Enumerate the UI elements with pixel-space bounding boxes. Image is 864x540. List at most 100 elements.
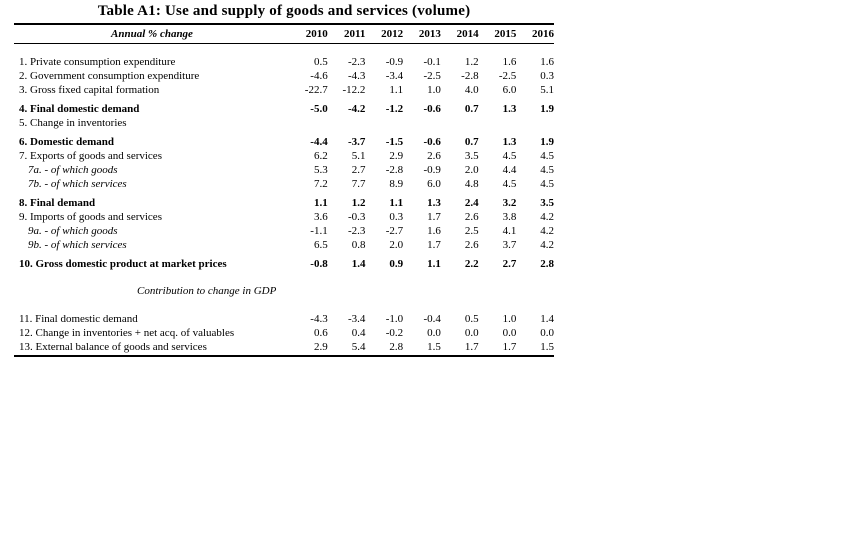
cell-value: 4.1 — [502, 225, 517, 237]
cell-value: 0.0 — [502, 327, 517, 339]
cell-value: -2.3 — [348, 225, 366, 237]
cell-value: 4.2 — [540, 211, 555, 223]
section-heading: Contribution to change in GDP — [137, 285, 277, 297]
table-row: 7a. - of which goods 5.3 2.7 -2.8 -0.9 2.0 4.4… — [14, 163, 554, 177]
table-row: 7b. - of which services 7.2 7.7 8.9 6.0 4.8 4.… — [14, 177, 554, 191]
cell-value: 1.1 — [427, 258, 441, 270]
row-label: 10. Gross domestic product at market pri… — [19, 258, 227, 270]
cell-value: 6.0 — [502, 84, 517, 96]
cell-value: 0.7 — [464, 136, 479, 148]
table-row: 13. External balance of goods and servic… — [14, 340, 554, 354]
cell-value: -22.7 — [304, 84, 328, 96]
row-label: 9. Imports of goods and services — [19, 211, 162, 223]
table-header-row: Annual % change 2010 2011 2012 2013 2014… — [14, 23, 554, 44]
row-label: 3. Gross fixed capital formation — [19, 84, 160, 96]
cell-value: 1.5 — [427, 341, 441, 353]
table-row: 6. Domestic demand -4.4 -3.7 -1.5 -0.6 0.7 1.3… — [14, 135, 554, 149]
cell-value: 1.2 — [351, 197, 366, 209]
table-row: 9a. - of which goods -1.1 -2.3 -2.7 1.6 2.5 4.… — [14, 224, 554, 238]
table-row: 8. Final demand 1.1 1.2 1.1 1.3 2.4 3.2 3.5 — [14, 196, 554, 210]
cell-value: 2.6 — [464, 211, 479, 223]
cell-value: -1.0 — [385, 313, 404, 325]
cell-value: 3.5 — [464, 150, 479, 162]
cell-value: 1.2 — [464, 56, 479, 68]
cell-value: 1.5 — [540, 341, 555, 353]
cell-value: -4.6 — [310, 70, 328, 82]
table-row: 9. Imports of goods and services 3.6 -0.3 0… — [14, 210, 554, 224]
cell-value: 4.2 — [540, 239, 555, 251]
year-column-header: 2011 — [344, 28, 366, 40]
cell-value: 6.2 — [313, 150, 328, 162]
table-row: 10. Gross domestic product at market pri… — [14, 257, 554, 271]
cell-value: 4.5 — [540, 178, 555, 190]
cell-value: 1.6 — [502, 56, 517, 68]
year-column-header: 2010 — [305, 28, 328, 40]
cell-value: -5.0 — [310, 103, 328, 115]
cell-value: 2.8 — [540, 258, 555, 270]
cell-value: 5.1 — [351, 150, 366, 162]
table-title: Table A1: Use and supply of goods and se… — [97, 3, 471, 19]
cell-value: 2.9 — [389, 150, 404, 162]
cell-value: 2.8 — [389, 341, 404, 353]
year-column-header: 2012 — [381, 28, 404, 40]
cell-value: 5.4 — [351, 341, 366, 353]
cell-value: -3.4 — [385, 70, 404, 82]
cell-value: -4.3 — [348, 70, 366, 82]
cell-value: 7.7 — [351, 178, 366, 190]
cell-value: 1.7 — [427, 239, 441, 251]
cell-value: 0.3 — [540, 70, 555, 82]
cell-value: -0.8 — [310, 258, 328, 270]
table-row: 1. Private consumption expenditure 0.5 -2.… — [14, 55, 554, 69]
row-label: 9a. - of which goods — [28, 225, 118, 237]
cell-value: 2.0 — [464, 164, 479, 176]
cell-value: 0.3 — [389, 211, 404, 223]
cell-value: 5.1 — [540, 84, 555, 96]
cell-value: 5.3 — [313, 164, 328, 176]
cell-value: -4.3 — [310, 313, 328, 325]
cell-value: -0.9 — [423, 164, 441, 176]
cell-value: -0.6 — [423, 136, 441, 148]
cell-value: 1.4 — [351, 258, 366, 270]
row-label: 7b. - of which services — [28, 178, 127, 190]
table-row: 3. Gross fixed capital formation -22.7 -12… — [14, 83, 554, 97]
cell-value — [441, 116, 479, 130]
cell-value: 2.0 — [389, 239, 404, 251]
cell-value: 0.5 — [464, 313, 479, 325]
cell-value: -4.4 — [310, 136, 328, 148]
cell-value — [328, 116, 366, 130]
cell-value: 4.2 — [540, 225, 555, 237]
cell-value: 2.6 — [427, 150, 441, 162]
cell-value: 3.7 — [502, 239, 517, 251]
cell-value: -1.2 — [385, 103, 404, 115]
cell-value: 3.8 — [502, 211, 517, 223]
cell-value: 4.5 — [502, 178, 517, 190]
cell-value: 0.7 — [464, 103, 479, 115]
row-label: 5. Change in inventories — [19, 117, 127, 129]
row-label: 7a. - of which goods — [28, 164, 118, 176]
cell-value: 1.3 — [502, 136, 517, 148]
cell-value: 0.4 — [351, 327, 366, 339]
header-label: Annual % change — [111, 28, 193, 40]
cell-value: 0.6 — [313, 327, 328, 339]
table-row: 11. Final domestic demand -4.3 -3.4 -1.0 -0.… — [14, 312, 554, 326]
cell-value: 2.4 — [464, 197, 479, 209]
cell-value: -1.1 — [310, 225, 328, 237]
cell-value: 4.5 — [502, 150, 517, 162]
cell-value — [403, 116, 441, 130]
cell-value: 1.0 — [427, 84, 441, 96]
cell-value: 1.9 — [540, 103, 555, 115]
cell-value — [479, 116, 517, 130]
cell-value: -2.7 — [385, 225, 404, 237]
cell-value: 1.1 — [389, 197, 404, 209]
cell-value: 2.2 — [464, 258, 479, 270]
row-label: 11. Final domestic demand — [19, 313, 138, 325]
cell-value — [365, 116, 403, 130]
cell-value: 4.0 — [464, 84, 479, 96]
cell-value: 7.2 — [313, 178, 328, 190]
cell-value: 6.5 — [313, 239, 328, 251]
cell-value: -0.2 — [385, 327, 404, 339]
table-a1: Table A1: Use and supply of goods and se… — [14, 0, 554, 357]
cell-value: 0.0 — [464, 327, 479, 339]
row-label: 13. External balance of goods and servic… — [19, 341, 207, 353]
cell-value: 4.4 — [502, 164, 517, 176]
